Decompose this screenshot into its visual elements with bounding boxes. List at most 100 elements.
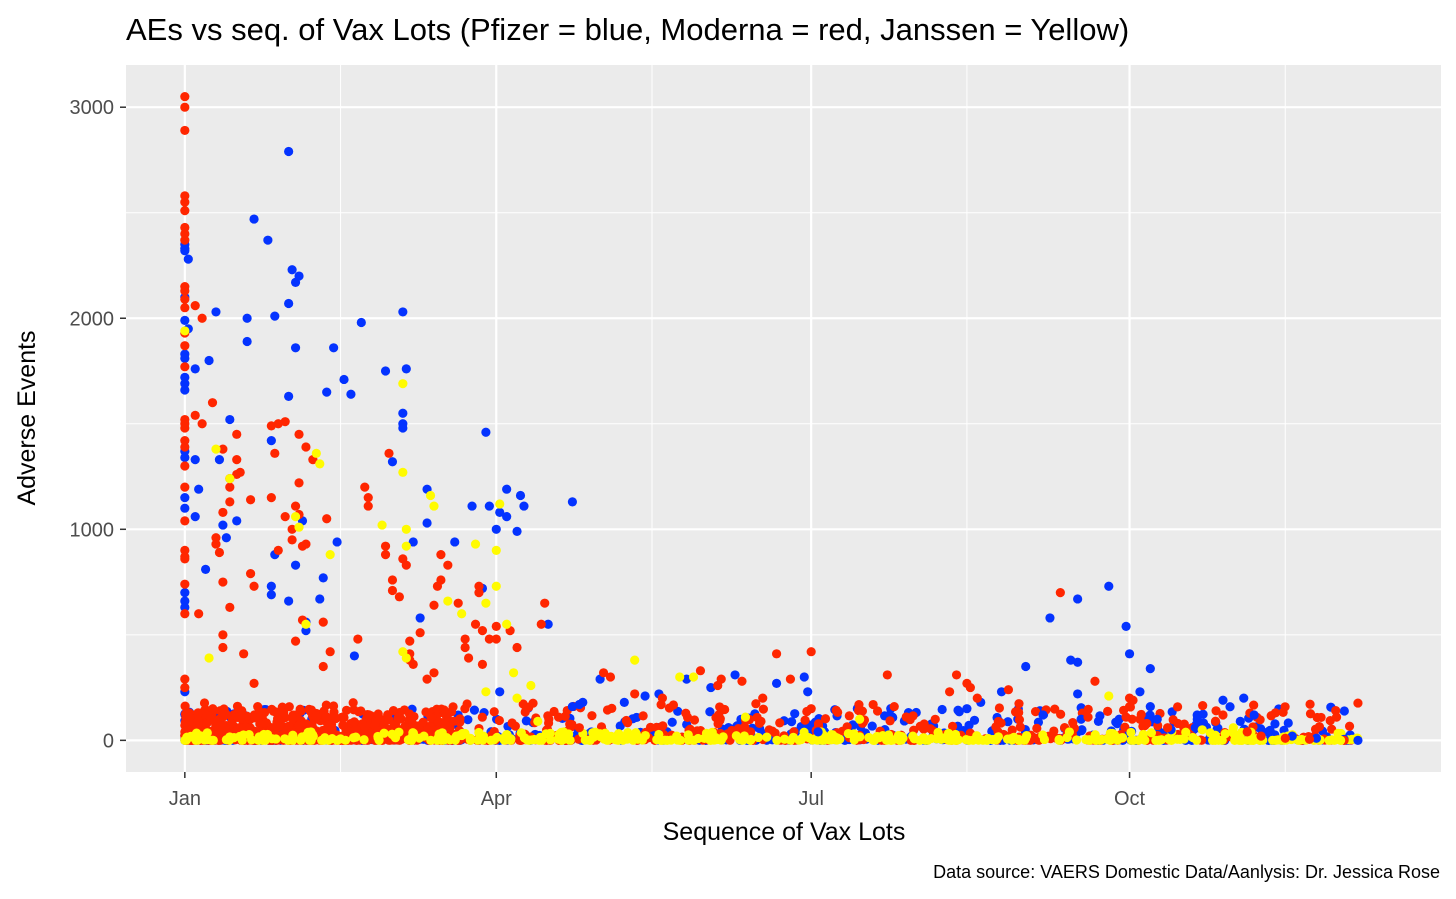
data-point	[1126, 735, 1136, 745]
data-point	[225, 602, 235, 612]
data-point	[894, 735, 905, 745]
data-point	[217, 726, 227, 737]
data-point	[598, 668, 609, 678]
data-point	[429, 501, 439, 511]
data-point	[672, 735, 683, 745]
data-point	[324, 720, 334, 731]
data-point	[180, 286, 190, 296]
data-point	[1142, 718, 1152, 729]
data-point	[1331, 705, 1341, 716]
data-point	[294, 271, 304, 281]
data-point	[470, 539, 481, 549]
data-point	[467, 501, 477, 511]
data-point	[1118, 733, 1128, 743]
data-point	[429, 668, 439, 678]
data-point	[360, 721, 370, 732]
data-point	[1050, 704, 1060, 714]
data-point	[211, 539, 221, 549]
data-point	[318, 617, 328, 627]
data-point	[398, 408, 408, 418]
data-point	[221, 533, 231, 543]
data-point	[199, 698, 210, 708]
data-point	[484, 634, 494, 644]
data-point	[1339, 706, 1349, 716]
data-point	[477, 712, 487, 722]
data-point	[180, 609, 190, 619]
data-point	[771, 678, 782, 688]
data-point	[266, 421, 276, 431]
data-point	[495, 499, 505, 509]
data-point	[1179, 734, 1189, 744]
data-point	[1049, 726, 1059, 736]
data-point	[208, 735, 218, 745]
data-point	[526, 680, 536, 691]
data-point	[180, 125, 190, 136]
data-point	[1190, 723, 1200, 733]
data-point	[818, 735, 829, 745]
data-point	[1173, 718, 1183, 729]
data-point	[331, 713, 341, 724]
data-point	[180, 516, 190, 526]
data-point	[422, 518, 432, 528]
data-point	[543, 718, 554, 728]
data-point	[1090, 676, 1100, 686]
data-point	[1093, 716, 1104, 726]
data-point	[284, 146, 294, 157]
data-point	[364, 710, 374, 720]
data-point	[534, 735, 544, 745]
data-point	[287, 524, 297, 534]
data-point	[1172, 702, 1183, 712]
data-point	[1010, 707, 1021, 717]
data-point	[284, 702, 294, 712]
data-point	[225, 482, 235, 492]
data-point	[1083, 712, 1093, 722]
data-point	[348, 733, 359, 743]
data-point	[947, 721, 958, 732]
data-point	[463, 715, 473, 725]
data-point	[1021, 661, 1031, 672]
plot-panel	[126, 65, 1441, 772]
data-point	[422, 674, 432, 684]
data-point	[180, 602, 190, 612]
data-point	[853, 705, 864, 716]
data-point	[630, 689, 640, 699]
data-point	[443, 560, 453, 570]
data-point	[388, 706, 399, 716]
data-point	[287, 265, 297, 275]
data-point	[218, 577, 228, 587]
data-point	[1314, 722, 1325, 732]
data-point	[820, 714, 831, 724]
data-point	[180, 353, 190, 363]
data-point	[218, 444, 228, 454]
data-point	[664, 703, 675, 713]
data-point	[730, 670, 740, 680]
data-point	[180, 235, 190, 245]
data-point	[835, 734, 845, 744]
data-point	[474, 727, 484, 738]
data-point	[775, 718, 785, 728]
data-point	[180, 206, 190, 216]
data-point	[868, 699, 878, 710]
data-point	[387, 457, 398, 467]
data-point	[849, 735, 859, 745]
data-point	[1270, 719, 1280, 729]
data-point	[491, 545, 501, 556]
data-point	[319, 706, 329, 716]
data-point	[180, 735, 190, 745]
data-point	[359, 735, 369, 745]
data-point	[329, 343, 339, 353]
data-point	[341, 705, 352, 715]
data-point	[1152, 714, 1162, 724]
data-point	[200, 735, 210, 745]
data-point	[1045, 613, 1055, 623]
data-point	[457, 609, 467, 619]
data-point	[439, 705, 449, 715]
data-point	[1207, 735, 1218, 745]
data-point	[666, 735, 676, 745]
caption: Data source: VAERS Domestic Data/Aanlysi…	[933, 862, 1440, 882]
data-point	[1311, 733, 1322, 743]
data-point	[235, 731, 245, 742]
data-point	[683, 730, 693, 740]
data-point	[453, 598, 463, 608]
